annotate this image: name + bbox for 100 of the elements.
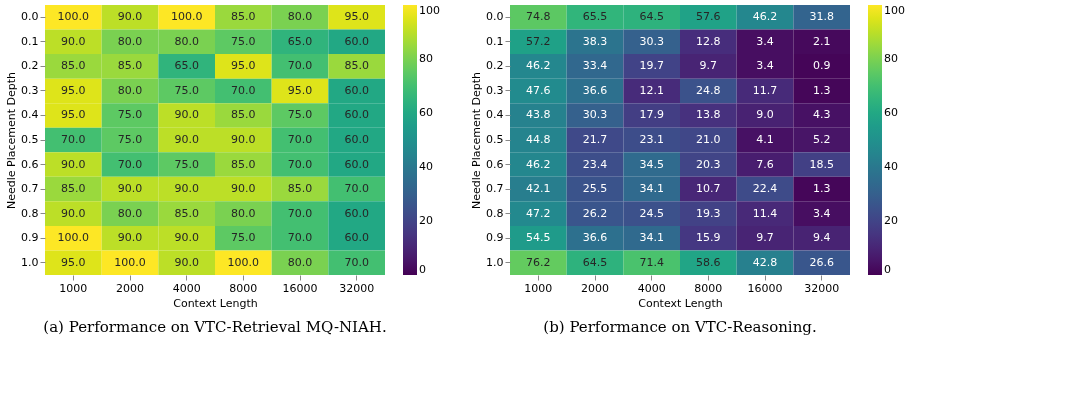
data-label: 90.0: [231, 182, 256, 196]
y-tick-label: 0.0: [486, 10, 504, 24]
data-label: 85.0: [117, 59, 143, 73]
data-label: 60.0: [344, 206, 369, 220]
data-label: 80.0: [117, 83, 143, 97]
data-label: 85.0: [231, 10, 256, 24]
data-label: 100.0: [57, 10, 90, 24]
data-label: 38.3: [582, 34, 608, 48]
data-label: 11.4: [752, 206, 778, 220]
data-label: 44.8: [526, 133, 551, 146]
data-label: 57.2: [526, 34, 551, 48]
data-label: 9.0: [756, 108, 774, 122]
data-label: 47.6: [526, 83, 551, 97]
data-label: 90.0: [174, 231, 199, 245]
data-label: 100.0: [227, 255, 260, 269]
x-axis-title: Context Length: [638, 296, 723, 310]
data-label: 2.1: [812, 34, 831, 48]
y-axis-title: Needle Placement Depth: [5, 71, 19, 210]
data-label: 70.0: [117, 157, 143, 171]
data-label: 36.6: [582, 231, 608, 245]
color-bar-label: 80: [419, 52, 433, 65]
data-label: 100.0: [114, 255, 146, 269]
data-label: 70.0: [287, 157, 313, 171]
data-label: 46.2: [752, 10, 778, 24]
color-bar-label: 40: [419, 160, 433, 173]
data-label: 95.0: [231, 59, 256, 73]
data-label: 54.5: [526, 231, 551, 245]
data-label: 95.0: [61, 108, 86, 122]
data-label: 70.0: [287, 206, 313, 220]
data-label: 3.4: [812, 206, 831, 220]
data-label: 21.0: [696, 133, 721, 146]
y-tick-label: 0.5: [486, 133, 504, 146]
data-label: 58.6: [696, 255, 721, 269]
data-label: 64.5: [639, 10, 664, 24]
data-label: 60.0: [344, 133, 369, 146]
data-label: 80.0: [287, 255, 313, 269]
y-tick-label: 1.0: [486, 255, 504, 269]
y-tick-label: 0.2: [21, 59, 39, 73]
color-bar-label: 40: [884, 160, 898, 173]
data-label: 85.0: [61, 59, 86, 73]
data-label: 19.7: [639, 59, 664, 73]
y-tick-label: 0.4: [21, 108, 39, 122]
data-label: 70.0: [287, 231, 313, 245]
y-tick-label: 0.6: [486, 157, 504, 171]
color-bar-label: 60: [419, 106, 433, 119]
data-label: 74.8: [526, 10, 551, 24]
data-label: 80.0: [231, 206, 256, 220]
data-label: 0.9: [812, 59, 831, 73]
data-label: 95.0: [287, 83, 313, 97]
data-label: 75.0: [231, 34, 256, 48]
data-label: 65.5: [582, 10, 608, 24]
y-tick-label: 1.0: [21, 255, 39, 269]
data-label: 90.0: [117, 182, 143, 196]
data-label: 36.6: [582, 83, 608, 97]
data-label: 95.0: [61, 83, 86, 97]
data-label: 70.0: [287, 59, 313, 73]
data-label: 60.0: [344, 108, 369, 122]
data-label: 95.0: [61, 255, 86, 269]
y-tick-label: 0.7: [21, 182, 39, 196]
data-label: 85.0: [344, 59, 369, 73]
data-label: 12.8: [696, 34, 721, 48]
y-tick-label: 0.2: [486, 59, 504, 73]
data-label: 90.0: [117, 10, 143, 24]
data-label: 46.2: [526, 59, 551, 73]
data-label: 25.5: [582, 182, 608, 196]
x-tick-label: 32000: [804, 281, 840, 295]
data-label: 30.3: [582, 108, 608, 122]
data-label: 33.4: [582, 59, 608, 73]
y-tick-label: 0.3: [21, 83, 39, 97]
y-tick-label: 0.8: [486, 206, 504, 220]
data-label: 60.0: [344, 83, 369, 97]
data-label: 65.0: [174, 59, 199, 73]
data-label: 80.0: [174, 34, 199, 48]
x-tick-label: 2000: [581, 281, 609, 295]
data-label: 75.0: [117, 133, 143, 146]
text: (b) Performance on VTC-Reasoning.: [543, 318, 817, 336]
data-label: 90.0: [174, 182, 199, 196]
data-label: 42.8: [752, 255, 778, 269]
x-tick-label: 8000: [229, 281, 258, 295]
data-label: 57.6: [696, 10, 721, 24]
data-label: 76.2: [526, 255, 551, 269]
data-label: 64.5: [582, 255, 608, 269]
data-label: 34.1: [639, 182, 664, 196]
x-tick-label: 1000: [524, 281, 553, 295]
y-tick-label: 0.9: [21, 231, 39, 245]
data-label: 85.0: [61, 182, 86, 196]
y-tick-label: 0.3: [486, 83, 504, 97]
color-bar-label: 80: [884, 52, 898, 65]
data-label: 60.0: [344, 34, 369, 48]
data-label: 24.5: [639, 206, 664, 220]
data-label: 12.1: [639, 83, 664, 97]
data-label: 5.2: [812, 133, 831, 146]
data-label: 9.7: [699, 59, 718, 73]
data-label: 90.0: [174, 108, 199, 122]
data-label: 26.6: [809, 255, 834, 269]
data-label: 80.0: [117, 34, 143, 48]
data-label: 30.3: [639, 34, 664, 48]
data-label: 90.0: [174, 133, 199, 146]
x-axis-title: Context Length: [173, 296, 258, 310]
data-label: 90.0: [117, 231, 143, 245]
